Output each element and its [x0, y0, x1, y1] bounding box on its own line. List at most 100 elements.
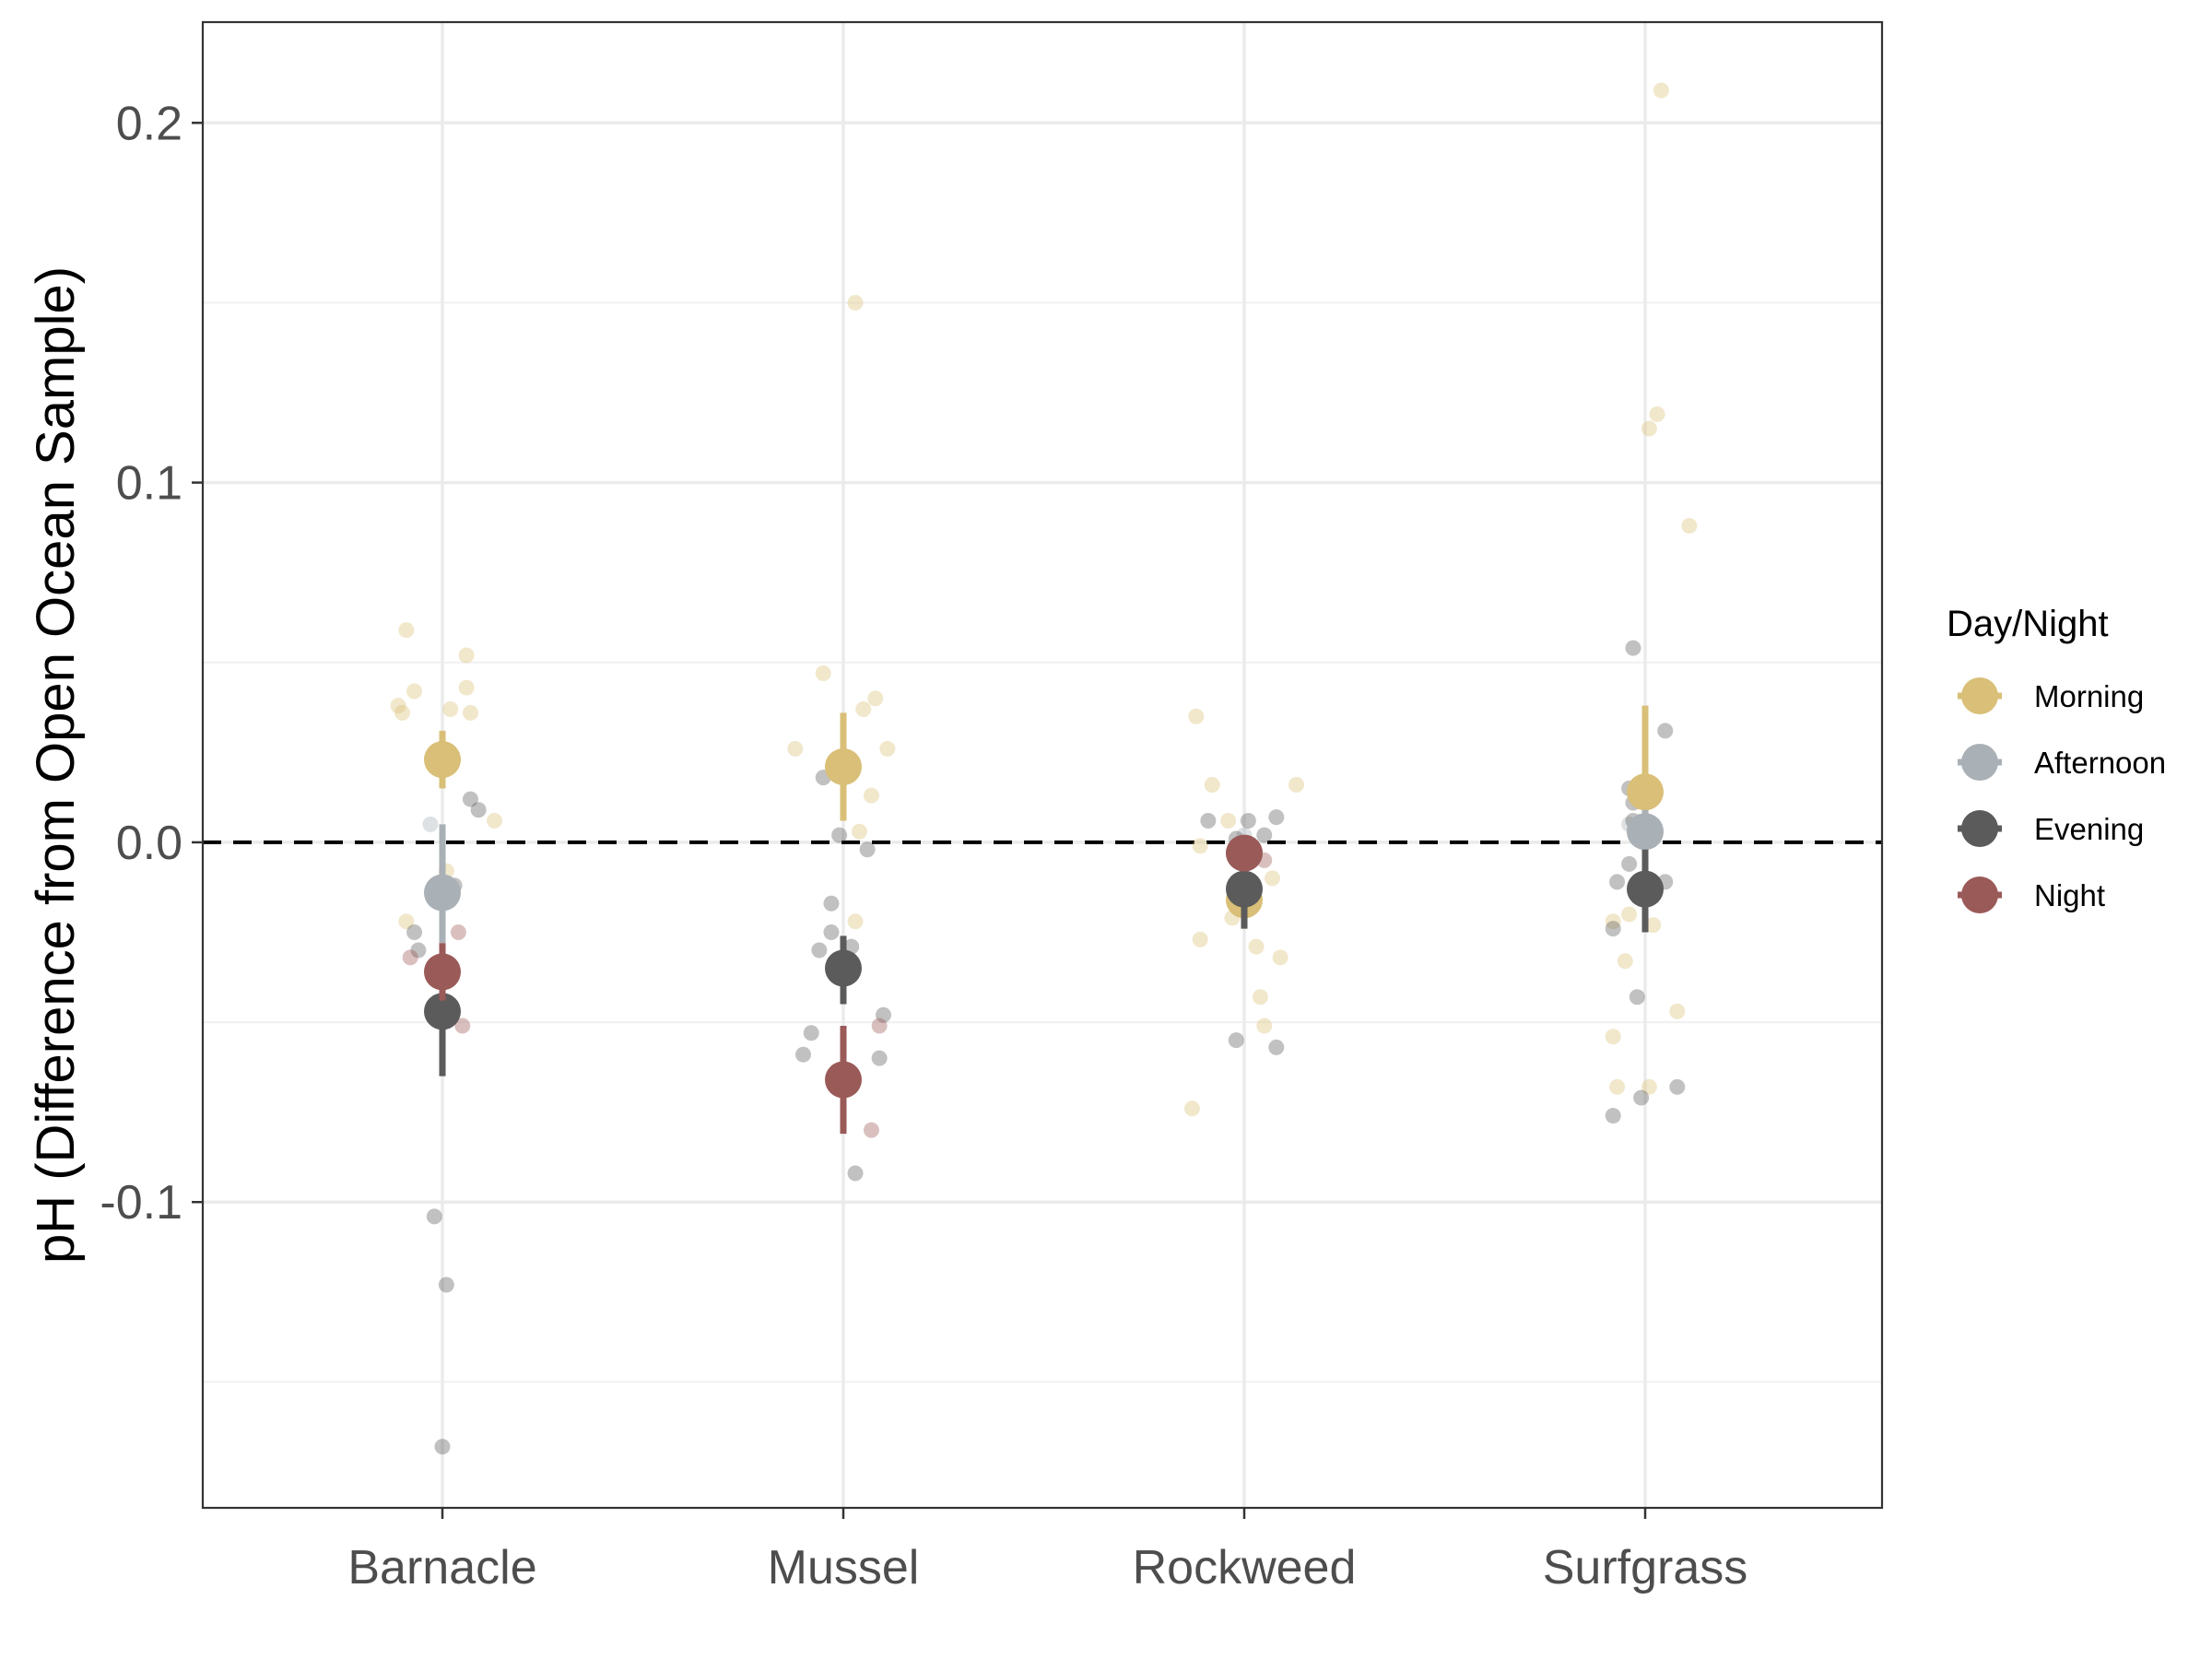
data-point	[787, 740, 804, 757]
data-point	[402, 949, 418, 966]
data-point	[487, 812, 503, 829]
legend-item: Morning	[1958, 677, 2144, 714]
data-point	[1605, 1029, 1621, 1045]
plot-background	[203, 22, 1882, 1508]
mean-marker	[424, 993, 461, 1030]
data-point	[871, 1018, 888, 1034]
data-point	[1204, 776, 1220, 793]
data-point	[1617, 953, 1633, 970]
mean-marker	[1627, 773, 1664, 811]
data-point	[876, 1006, 891, 1023]
data-point	[1605, 1108, 1621, 1124]
mean-marker	[825, 747, 862, 785]
data-point	[1268, 809, 1285, 826]
data-point	[394, 704, 410, 721]
legend-entries: Morning Afternoon Evening Night	[1958, 677, 2166, 913]
data-point	[815, 665, 831, 681]
y-tick-label: 0.0	[116, 817, 182, 870]
data-point	[1188, 708, 1205, 724]
data-point	[1625, 640, 1641, 656]
data-point	[454, 1018, 471, 1034]
data-point	[863, 787, 879, 804]
data-point	[811, 942, 828, 959]
data-point	[1669, 1003, 1686, 1019]
data-point	[438, 1277, 454, 1293]
data-point	[1248, 938, 1265, 955]
mean-marker	[1226, 870, 1263, 908]
data-point	[1609, 874, 1626, 890]
legend-item: Night	[1958, 877, 2105, 913]
data-point	[847, 1165, 864, 1182]
data-point	[1200, 812, 1217, 829]
data-point	[855, 701, 872, 718]
data-point	[1605, 921, 1621, 937]
data-point	[1621, 855, 1638, 872]
data-point	[406, 683, 423, 700]
data-point	[1633, 1089, 1650, 1106]
data-point	[410, 942, 427, 959]
data-point	[859, 841, 876, 858]
data-point	[1641, 1078, 1657, 1095]
data-point	[406, 924, 423, 940]
data-point	[1268, 1039, 1285, 1055]
legend-key-marker	[1961, 810, 1998, 847]
y-tick-label: -0.1	[100, 1176, 182, 1230]
mean-marker	[1627, 813, 1664, 851]
x-tick-label: Rockweed	[1133, 1541, 1357, 1594]
legend-title: Day/Night	[1947, 604, 2109, 644]
data-point	[1657, 723, 1674, 739]
data-point	[1192, 931, 1208, 947]
data-point	[1609, 1078, 1626, 1095]
legend-label: Morning	[2034, 679, 2144, 713]
data-point	[470, 802, 487, 818]
legend: Day/Night Morning Afternoon Evening Night	[1947, 604, 2166, 913]
data-point	[442, 701, 459, 718]
data-point	[398, 622, 415, 639]
data-point	[426, 1208, 442, 1225]
mean-marker	[424, 953, 461, 991]
mean-marker	[825, 1061, 862, 1099]
data-point	[1256, 827, 1273, 843]
plot-panel-border	[201, 20, 1884, 1510]
legend-key-marker	[1961, 877, 1998, 913]
legend-item: Afternoon	[1958, 744, 2166, 781]
data-point	[879, 740, 896, 757]
data-point	[462, 791, 478, 807]
x-tick-label: Mussel	[768, 1541, 920, 1594]
data-point	[823, 924, 840, 940]
legend-label: Night	[2034, 878, 2105, 912]
data-point	[1681, 517, 1698, 534]
data-point	[422, 816, 439, 832]
y-tick-label: 0.2	[116, 97, 182, 150]
mean-marker	[424, 741, 461, 779]
data-point	[831, 827, 848, 843]
mean-marker	[424, 874, 461, 912]
data-point	[847, 913, 864, 930]
data-point	[851, 823, 867, 840]
mean-marker	[825, 949, 862, 987]
data-point	[1641, 420, 1657, 437]
data-point	[1240, 812, 1256, 829]
data-point	[450, 924, 466, 940]
data-point	[1252, 989, 1268, 1006]
data-point	[1288, 776, 1305, 793]
y-axis: 0.2 0.1 0.0 -0.1	[100, 97, 203, 1230]
x-tick-label: Barnacle	[347, 1541, 536, 1594]
data-point	[1228, 1032, 1244, 1049]
data-point	[1183, 1100, 1200, 1117]
data-point	[462, 704, 478, 721]
data-point	[1669, 1078, 1686, 1095]
data-point	[847, 294, 864, 311]
data-point	[1653, 82, 1669, 99]
data-point	[1192, 838, 1208, 854]
legend-item: Evening	[1958, 810, 2144, 847]
data-point	[390, 698, 406, 714]
data-point	[863, 1122, 879, 1138]
data-point	[1256, 1018, 1273, 1034]
y-tick-label: 0.1	[116, 457, 182, 511]
data-point	[1645, 917, 1662, 934]
data-point	[1649, 406, 1665, 422]
data-point	[1264, 870, 1280, 887]
x-axis: Barnacle Mussel Rockweed Surfgrass	[347, 1508, 1747, 1594]
